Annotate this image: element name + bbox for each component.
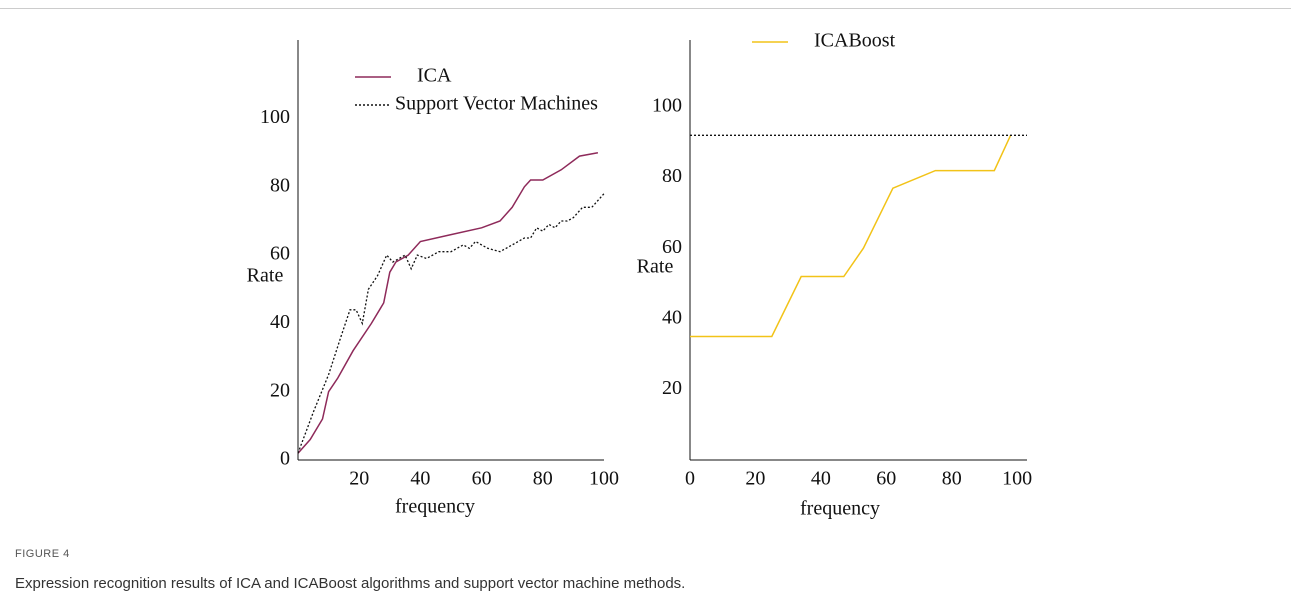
y-tick-label: 20: [270, 379, 290, 401]
y-axis-label: Rate: [247, 265, 284, 287]
x-tick-label: 20: [349, 468, 369, 490]
y-tick-label: 40: [270, 311, 290, 333]
x-tick-label: 60: [876, 468, 896, 490]
x-axis-label: frequency: [800, 498, 880, 520]
y-tick-label: 100: [260, 106, 290, 128]
x-tick-label: 0: [685, 468, 695, 490]
x-tick-label: 20: [745, 468, 765, 490]
y-tick-label: 40: [662, 306, 682, 328]
legend-label: ICABoost: [814, 30, 896, 52]
figure-caption: Expression recognition results of ICA an…: [15, 575, 685, 592]
series-line: [297, 151, 599, 454]
y-tick-label: 60: [270, 243, 290, 265]
series-line: [297, 193, 605, 454]
x-tick-label: 100: [1002, 468, 1032, 490]
x-axis-label: frequency: [395, 496, 475, 518]
charts: 0 20 40 60 80 100 20 40 60 80 100 Rate frequency ICA S…: [247, 30, 1033, 520]
x-tick-label: 40: [811, 468, 831, 490]
series-line: [690, 134, 1012, 338]
y-tick-label: 60: [662, 236, 682, 258]
y-tick-label: 0: [280, 448, 290, 470]
y-axis-label: Rate: [637, 256, 674, 278]
y-tick-label: 20: [662, 377, 682, 399]
y-tick-label: 80: [270, 174, 290, 196]
x-tick-label: 60: [472, 468, 492, 490]
figure-label: FIGURE 4: [15, 548, 70, 560]
legend-label: Support Vector Machines: [395, 93, 598, 115]
x-tick-label: 80: [942, 468, 962, 490]
y-tick-label: 80: [662, 165, 682, 187]
x-tick-label: 100: [589, 468, 619, 490]
x-tick-label: 40: [410, 468, 430, 490]
x-tick-label: 80: [533, 468, 553, 490]
legend-label: ICA: [417, 65, 452, 87]
y-tick-label: 100: [652, 95, 682, 117]
